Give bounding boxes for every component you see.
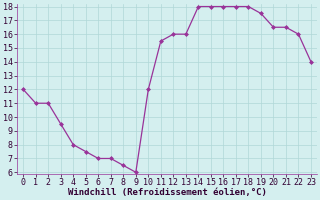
X-axis label: Windchill (Refroidissement éolien,°C): Windchill (Refroidissement éolien,°C) bbox=[68, 188, 267, 197]
